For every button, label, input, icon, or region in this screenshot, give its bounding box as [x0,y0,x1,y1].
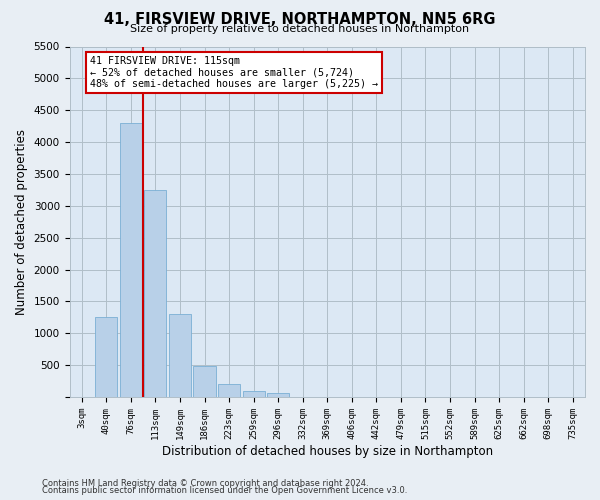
Text: 41 FIRSVIEW DRIVE: 115sqm
← 52% of detached houses are smaller (5,724)
48% of se: 41 FIRSVIEW DRIVE: 115sqm ← 52% of detac… [91,56,379,90]
Bar [145,190,166,397]
Bar [169,314,191,397]
Bar [218,384,240,397]
X-axis label: Distribution of detached houses by size in Northampton: Distribution of detached houses by size … [162,444,493,458]
Y-axis label: Number of detached properties: Number of detached properties [15,128,28,314]
Bar [267,394,289,397]
Bar [242,391,265,397]
Bar [193,366,215,397]
Text: Contains HM Land Registry data © Crown copyright and database right 2024.: Contains HM Land Registry data © Crown c… [42,478,368,488]
Text: 41, FIRSVIEW DRIVE, NORTHAMPTON, NN5 6RG: 41, FIRSVIEW DRIVE, NORTHAMPTON, NN5 6RG [104,12,496,28]
Bar [95,318,118,397]
Bar [120,123,142,397]
Text: Size of property relative to detached houses in Northampton: Size of property relative to detached ho… [130,24,470,34]
Text: Contains public sector information licensed under the Open Government Licence v3: Contains public sector information licen… [42,486,407,495]
